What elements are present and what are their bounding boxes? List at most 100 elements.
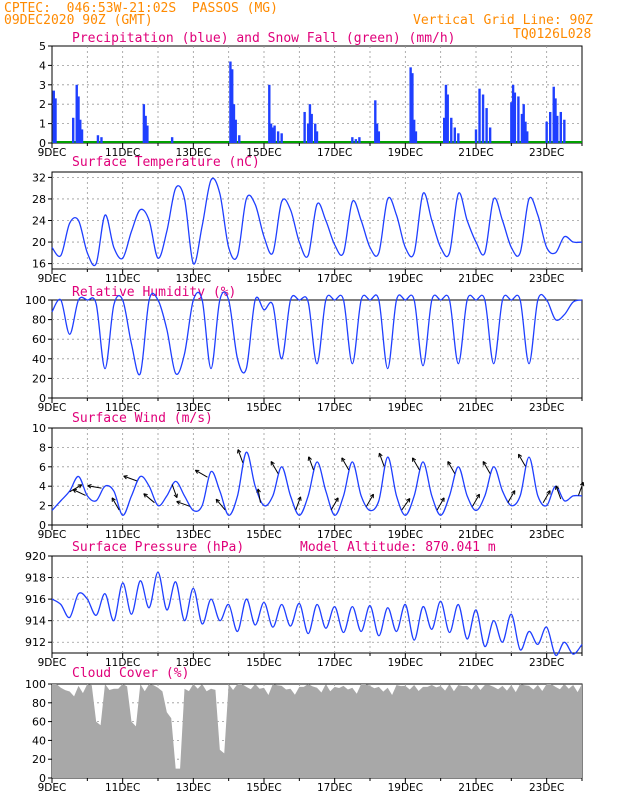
series-line [51,451,583,516]
wind-arrow [447,461,456,474]
x-tick-label: 13DEC [176,402,211,414]
x-tick-label: 17DEC [317,782,352,794]
x-tick-label: 15DEC [246,782,281,794]
cloud-cover-area [52,684,582,778]
precip-bar [549,111,552,143]
wind-arrow-head [341,457,346,462]
x-tick-label: 23DEC [529,147,564,159]
wind-arrow-head [579,481,585,487]
x-tick-label: 15DEC [246,529,281,541]
precip-bar [170,137,174,143]
wind-arrow [257,488,261,503]
precip-bar [443,117,446,143]
wind-arrow [542,490,551,503]
y-tick-label: 3 [39,79,46,92]
precip-bar [474,129,478,143]
wind-arrow [111,497,120,511]
wind-arrow [378,452,385,467]
y-tick-label: 28 [32,193,46,206]
precip-bar [481,94,485,143]
plot-frame [51,555,583,654]
x-tick-label: 9DEC [38,657,67,669]
wind-arrow [171,484,178,498]
wind-arrow-head [237,449,242,454]
precip-bar [314,123,317,143]
y-tick-label: 10 [32,422,46,435]
x-tick-label: 13DEC [176,147,211,159]
precip-bar [280,133,283,143]
y-tick-label: 40 [32,353,46,366]
wind-arrow-head [173,493,178,499]
precip-bar [232,104,236,143]
x-tick-label: 21DEC [458,273,493,285]
wind-arrow-head [517,453,523,459]
x-tick-label: 21DEC [458,402,493,414]
y-tick-label: 4 [39,480,46,493]
y-tick-label: 2 [39,98,46,111]
precip-bar [412,119,416,143]
precip-bar [375,123,379,143]
y-tick-label: 60 [32,716,46,729]
wind-arrow-head [406,498,411,503]
wind-arrow [507,490,516,503]
x-tick-label: 11DEC [105,147,140,159]
wind-arrow-head [297,496,302,501]
precip-bar [552,86,555,143]
y-tick-label: 60 [32,333,46,346]
precip-bar [478,88,481,143]
wind-arrow-head [87,484,92,489]
x-tick-label: 11DEC [105,273,140,285]
precip-bar [146,125,149,143]
precip-bar [522,104,525,143]
x-tick-label: 9DEC [38,529,67,541]
precip-bar [72,117,75,143]
wind-arrow [412,457,420,471]
precip-bar [374,100,377,143]
wind-arrow [295,496,302,511]
y-tick-label: 920 [25,550,46,563]
y-tick-label: 916 [25,593,46,606]
precip-bar [351,137,354,143]
precip-bar [554,98,557,143]
wind-arrow [270,461,279,474]
altitude-title: Model Altitude: 870.041 m [300,540,496,555]
x-tick-label: 19DEC [388,402,423,414]
precip-bar [411,73,414,143]
wind-arrow [195,469,208,478]
y-tick-label: 20 [32,753,46,766]
precip-bar [308,104,312,143]
precip-bar [231,69,234,143]
precip-bar [409,67,412,143]
precip-bar [54,98,57,143]
wind-arrow [472,493,480,507]
x-tick-label: 17DEC [317,657,352,669]
wind-arrow-head [72,488,77,493]
wind-arrow-head [546,490,551,495]
x-tick-label: 15DEC [246,147,281,159]
precip-bar [450,117,453,143]
wind-arrow-head [482,461,487,466]
wind-arrow [436,497,445,511]
grid-line-note: Vertical Grid Line: 90Z [413,13,594,28]
y-tick-label: 40 [32,734,46,747]
precip-bar [144,115,147,143]
precip-bar [453,127,456,143]
wind-arrow [330,497,339,511]
wind-arrow-head [411,457,417,462]
x-tick-label: 19DEC [388,147,423,159]
x-tick-label: 15DEC [246,273,281,285]
x-tick-label: 17DEC [317,273,352,285]
y-tick-label: 914 [25,615,46,628]
precip-bar [545,121,548,143]
plot-frame [51,299,583,399]
x-tick-label: 11DEC [105,402,140,414]
precip-bar [485,108,488,143]
precip-bar [234,119,237,143]
precip-bar [80,129,84,143]
wind-arrow-head [176,500,181,505]
wind-arrow [577,482,584,496]
y-tick-label: 20 [32,372,46,385]
y-tick-label: 0 [39,519,46,532]
x-tick-label: 15DEC [246,402,281,414]
